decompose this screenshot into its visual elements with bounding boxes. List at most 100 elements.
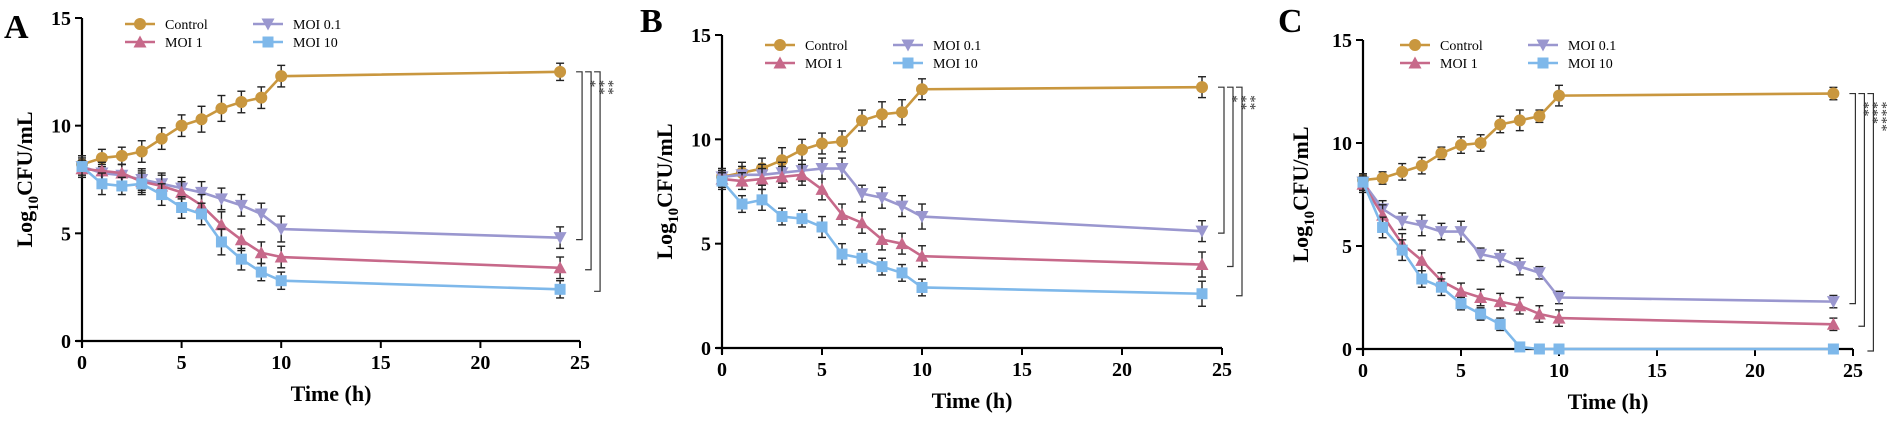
legend-marker	[901, 39, 915, 52]
data-point	[1826, 317, 1840, 330]
data-point	[1494, 118, 1507, 131]
data-point	[1494, 318, 1506, 330]
data-point	[796, 143, 808, 156]
data-point	[1454, 226, 1468, 239]
significance-bracket: *	[1218, 86, 1240, 234]
legend-entry: Control	[765, 39, 848, 54]
y-axis-label: Log10CFU/mL	[652, 123, 682, 259]
series-moi-1	[1356, 175, 1840, 332]
panel-letter: B	[640, 3, 663, 40]
data-point	[156, 189, 168, 201]
data-point	[1415, 219, 1429, 232]
data-point	[1396, 165, 1409, 178]
chart-panel-c: C 0 5 10 15 20 25 0 5 10 15 Time (h) Log10CFU/mL Cont…	[1278, 3, 1889, 414]
legend-label: MOI 1	[1440, 57, 1478, 72]
series-moi-0-1	[715, 157, 1209, 243]
data-point	[1553, 343, 1565, 355]
data-point	[716, 175, 728, 187]
legend-marker	[262, 36, 274, 48]
data-point	[915, 211, 929, 224]
series-line	[1361, 183, 1834, 326]
data-point	[254, 208, 268, 221]
x-tick-label: 0	[1358, 360, 1368, 382]
significance-label: ****	[1873, 102, 1889, 132]
legend-marker	[902, 57, 914, 69]
data-point	[1474, 137, 1487, 149]
data-point	[776, 211, 788, 223]
data-point	[1827, 87, 1840, 100]
legend-entry: MOI 1	[765, 56, 843, 72]
data-point	[835, 163, 849, 176]
legend-marker	[134, 18, 146, 30]
data-point	[196, 208, 208, 220]
data-point	[215, 102, 228, 115]
legend-label: MOI 10	[933, 57, 978, 72]
y-tick-label: 10	[51, 116, 71, 138]
significance-bracket: **	[1227, 86, 1249, 268]
data-point	[1195, 258, 1209, 271]
x-tick-label: 5	[1456, 360, 1466, 382]
bracket-line	[1227, 86, 1234, 268]
data-point	[836, 248, 848, 260]
x-tick-label: 15	[371, 352, 391, 374]
data-point	[756, 194, 768, 206]
y-axis-label: Log10CFU/mL	[12, 111, 42, 247]
significance-bracket: ***	[1858, 92, 1880, 327]
data-point	[155, 132, 168, 145]
data-point	[1475, 308, 1487, 320]
panel-letter: C	[1278, 3, 1303, 40]
data-point	[1196, 288, 1208, 300]
data-point	[1435, 281, 1447, 293]
legend-label: MOI 0.1	[933, 39, 981, 54]
data-point	[554, 65, 567, 78]
legend-entry: Control	[1400, 39, 1483, 54]
bracket-line	[576, 71, 583, 241]
series-control	[716, 76, 1208, 186]
data-point	[136, 178, 148, 190]
data-point	[1395, 215, 1409, 228]
bracket-line	[1858, 92, 1866, 327]
data-point	[815, 182, 829, 195]
significance-bracket: **	[1849, 92, 1871, 305]
y-tick-label: 5	[1342, 236, 1352, 258]
legend-label: MOI 0.1	[1568, 39, 1616, 54]
legend-marker	[1536, 39, 1550, 52]
data-point	[234, 199, 248, 212]
legend-entry: MOI 10	[253, 36, 338, 51]
data-point	[116, 180, 128, 192]
x-tick-label: 25	[1843, 360, 1863, 382]
data-point	[1493, 252, 1507, 265]
y-axis-label: Log10CFU/mL	[1288, 126, 1318, 262]
data-point	[1493, 295, 1507, 308]
data-point	[1532, 307, 1546, 320]
series-line	[1362, 92, 1834, 182]
data-point	[234, 233, 248, 246]
data-point	[1514, 341, 1526, 353]
x-tick-label: 25	[570, 352, 590, 374]
legend-marker	[1537, 57, 1549, 69]
legend-marker	[261, 18, 275, 31]
significance-label: ***	[1864, 102, 1880, 125]
legend-entry: MOI 10	[1528, 57, 1613, 72]
y-tick-label: 10	[691, 129, 711, 151]
legend-entry: MOI 1	[125, 35, 203, 51]
significance-label: *	[1224, 95, 1240, 103]
data-point	[876, 108, 888, 121]
data-point	[1435, 147, 1448, 160]
data-point	[815, 163, 829, 176]
data-point	[255, 91, 268, 104]
series-line	[81, 165, 561, 239]
data-point	[554, 283, 566, 295]
data-point	[876, 261, 888, 273]
data-point	[1415, 253, 1429, 266]
data-point	[1533, 343, 1545, 355]
data-point	[856, 114, 868, 127]
data-point	[254, 246, 268, 259]
data-point	[175, 185, 189, 198]
data-point	[856, 252, 868, 264]
y-tick-label: 0	[61, 331, 71, 353]
data-point	[175, 119, 188, 132]
data-point	[836, 135, 848, 148]
y-tick-label: 5	[61, 223, 71, 245]
y-tick-label: 15	[51, 8, 71, 30]
